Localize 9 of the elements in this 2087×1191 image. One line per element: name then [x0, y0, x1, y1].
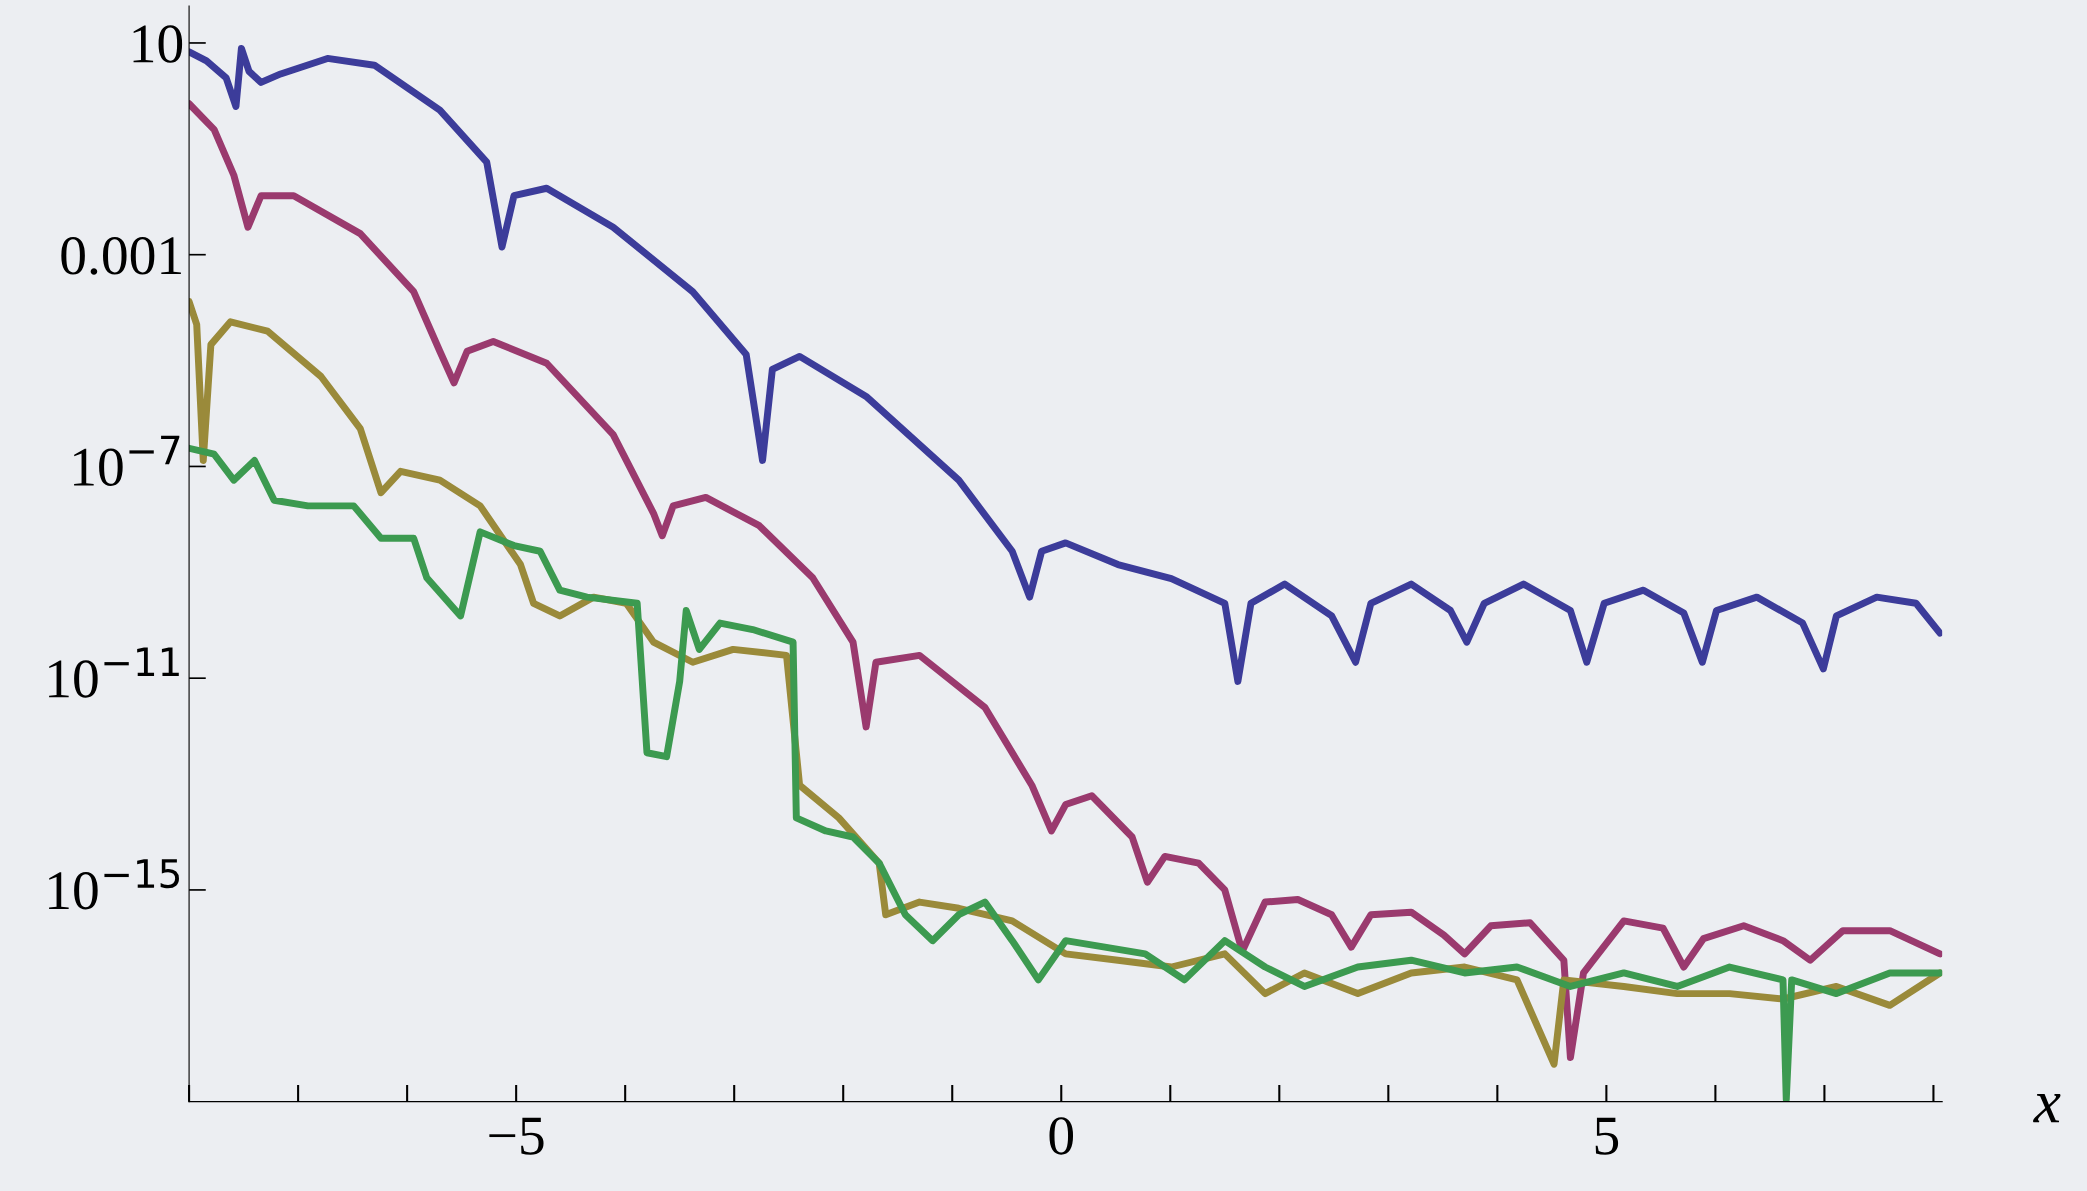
y-tick-label: 10$^{−7}$ — [74, 435, 180, 486]
x-axis-title: x — [2033, 1094, 2061, 1123]
x-tick-label: 5 — [1595, 1117, 1619, 1155]
x-tick-label: 0 — [1049, 1117, 1074, 1155]
y-tick-label: 10 — [133, 25, 183, 63]
y-tick-label: 10$^{−15}$ — [49, 859, 179, 910]
y-tick-label: 0.001 — [61, 237, 181, 275]
x-tick-label: −5 — [489, 1117, 544, 1155]
y-tick-label: 10$^{−11}$ — [49, 647, 179, 698]
